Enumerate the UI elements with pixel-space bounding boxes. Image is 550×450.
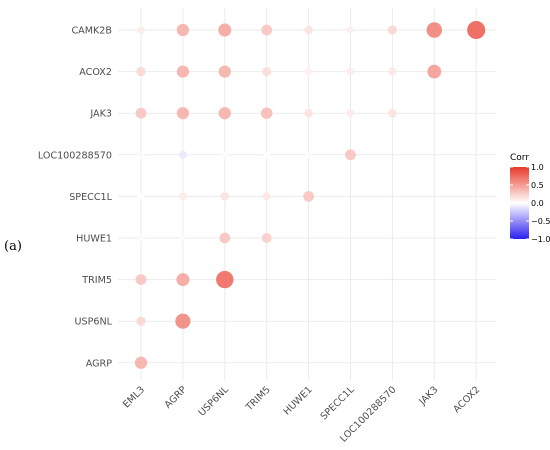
x-axis-label: HUWE1 bbox=[282, 384, 315, 417]
x-axis-label: JAK3 bbox=[417, 384, 441, 408]
corr-point bbox=[176, 23, 190, 37]
legend-title: Corr bbox=[510, 153, 529, 163]
corr-point bbox=[134, 356, 148, 369]
corr-point bbox=[388, 67, 397, 76]
correlation-points bbox=[134, 20, 486, 369]
corr-point bbox=[304, 25, 313, 35]
legend-ticks: 1.0 0.5 0.0 −0.5 −1.0 bbox=[510, 163, 550, 244]
corr-point bbox=[387, 25, 398, 35]
corr-point bbox=[137, 151, 145, 159]
y-axis-label: ACOX2 bbox=[79, 67, 112, 78]
corr-point bbox=[137, 234, 145, 242]
y-axis-label: LOC100288570 bbox=[38, 150, 112, 161]
corr-point bbox=[427, 64, 442, 79]
corr-point bbox=[216, 270, 234, 289]
x-axis-label: SPECC1L bbox=[319, 384, 357, 422]
y-axis-label: JAK3 bbox=[89, 109, 112, 120]
x-axis-label: EML3 bbox=[121, 384, 147, 410]
x-axis-label: ACOX2 bbox=[451, 384, 482, 415]
x-axis-labels: EML3 AGRP USP6NL TRIM5 HUWE1 SPECC1LLOC100288… bbox=[121, 384, 482, 445]
corr-point bbox=[304, 67, 313, 76]
corr-point bbox=[218, 107, 231, 120]
x-axis-label: TRIM5 bbox=[243, 384, 273, 414]
corr-point bbox=[261, 232, 272, 244]
corr-point bbox=[388, 108, 397, 118]
legend-colorbar bbox=[510, 167, 529, 239]
y-axis-label: AGRP bbox=[86, 358, 112, 369]
corr-point bbox=[262, 192, 271, 201]
corr-point bbox=[262, 67, 272, 77]
corr-point bbox=[346, 26, 355, 34]
legend-tick-label: 1.0 bbox=[531, 163, 544, 172]
corr-point bbox=[219, 232, 231, 244]
legend-tick-label: −0.5 bbox=[531, 217, 550, 226]
corr-point bbox=[178, 150, 187, 159]
corr-point bbox=[179, 234, 187, 242]
corr-point bbox=[137, 193, 145, 200]
corr-point bbox=[260, 107, 273, 119]
corr-point bbox=[220, 192, 230, 201]
legend-tick-label: 0.0 bbox=[531, 199, 544, 208]
corr-point bbox=[426, 22, 443, 38]
x-axis-label: USP6NL bbox=[197, 384, 232, 419]
corr-point bbox=[218, 23, 232, 37]
y-axis-label: HUWE1 bbox=[76, 234, 112, 245]
corr-point bbox=[176, 273, 190, 287]
corr-point bbox=[345, 149, 356, 161]
corr-point bbox=[176, 107, 190, 120]
corr-point bbox=[136, 316, 146, 326]
corr-point bbox=[346, 109, 355, 118]
corr-point bbox=[467, 20, 486, 40]
corr-point bbox=[178, 192, 187, 201]
corr-point bbox=[175, 313, 191, 329]
corr-point bbox=[221, 151, 229, 159]
corr-point bbox=[137, 26, 145, 34]
corr-point bbox=[218, 65, 231, 78]
corr-point bbox=[263, 151, 270, 159]
color-legend: Corr 1.0 0.5 0.0 −0.5 −1.0 bbox=[510, 153, 550, 244]
panel-label: (a) bbox=[4, 239, 22, 254]
corr-point bbox=[136, 66, 146, 77]
y-axis-label: TRIM5 bbox=[81, 275, 112, 286]
corr-point bbox=[261, 24, 273, 36]
y-axis-label: USP6NL bbox=[74, 317, 112, 328]
y-axis-label: SPECC1L bbox=[69, 192, 112, 203]
legend-tick-label: −1.0 bbox=[531, 235, 550, 244]
corr-point bbox=[135, 274, 147, 285]
x-axis-label: AGRP bbox=[163, 384, 190, 411]
y-axis-label: CAMK2B bbox=[71, 26, 112, 37]
corr-point bbox=[135, 107, 147, 119]
corr-point bbox=[176, 65, 190, 78]
corr-point bbox=[305, 151, 312, 159]
corr-point bbox=[304, 108, 313, 118]
y-axis-labels: CAMK2B ACOX2 JAK3 LOC100288570 SPECC1L HUWE1 T… bbox=[38, 26, 113, 370]
corr-point bbox=[303, 191, 314, 202]
corr-point bbox=[346, 67, 355, 76]
legend-tick-label: 0.5 bbox=[531, 181, 544, 190]
